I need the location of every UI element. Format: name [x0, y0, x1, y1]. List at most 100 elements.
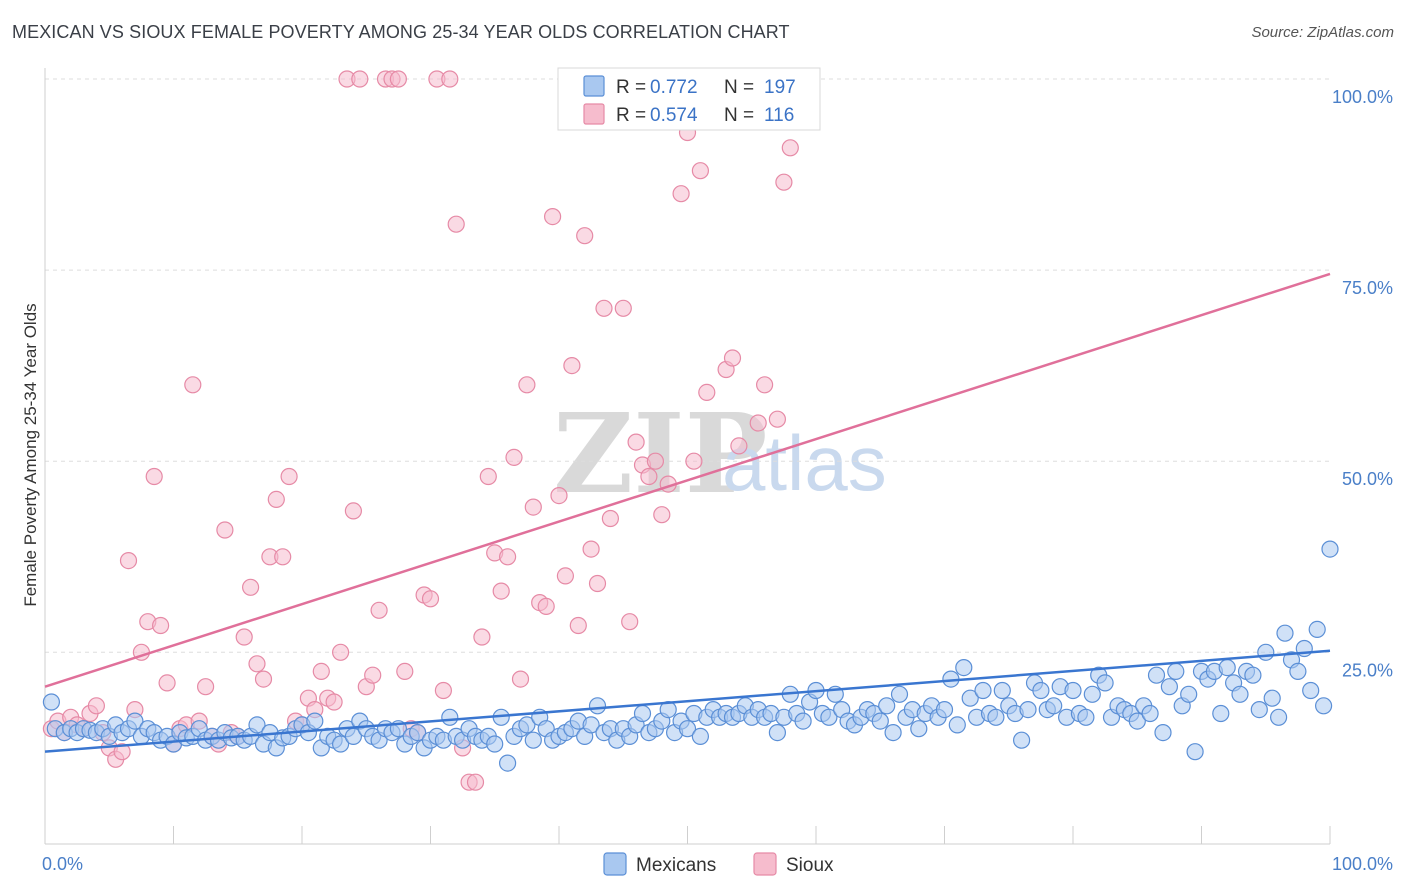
- mexicans-point-156: [1045, 697, 1063, 715]
- sioux-point-31: [242, 578, 260, 596]
- sioux-point-111: [755, 376, 774, 394]
- mexicans-point-173: [1154, 723, 1172, 742]
- bottom-legend-label-mexicans: Mexicans: [636, 855, 716, 876]
- mexicans-point-174: [1160, 678, 1179, 696]
- sioux-point-90: [621, 613, 639, 631]
- mexicans-points: [42, 540, 1339, 772]
- sioux-point-106: [723, 349, 742, 367]
- watermark: ZIP atlas: [553, 389, 887, 518]
- mexicans-point-141: [948, 716, 966, 734]
- legend-n-label-sioux: N =: [724, 105, 754, 126]
- sioux-point-24: [197, 678, 215, 696]
- sioux-point-67: [473, 628, 491, 646]
- mexicans-point-69: [486, 735, 504, 753]
- sioux-point-71: [499, 548, 517, 566]
- sioux-point-102: [698, 383, 716, 401]
- legend-n-value-mexicans: 197: [764, 77, 796, 98]
- sioux-point-74: [518, 376, 536, 394]
- mexicans-point-151: [1012, 731, 1031, 749]
- mexicans-point-194: [1289, 662, 1307, 681]
- legend-n-value-sioux: 116: [764, 105, 794, 126]
- sioux-point-95: [653, 506, 671, 524]
- sioux-point-79: [550, 487, 568, 505]
- mexicans-point-161: [1077, 708, 1095, 726]
- sioux-point-16: [145, 467, 163, 486]
- sioux-point-32: [248, 655, 266, 673]
- bottom-legend: Mexicans Sioux: [603, 852, 834, 876]
- watermark-zip: ZIP: [553, 389, 767, 518]
- sioux-point-63: [447, 215, 465, 233]
- sioux-point-18: [158, 674, 176, 692]
- mexicans-point-154: [1032, 681, 1050, 700]
- sioux-point-81: [563, 357, 581, 375]
- mexicans-point-71: [499, 754, 517, 772]
- mexicans-point-198: [1314, 697, 1333, 715]
- mexicans-point-143: [961, 689, 979, 707]
- sioux-point-59: [421, 590, 440, 608]
- sioux-point-110: [749, 414, 767, 432]
- y-axis-label: Female Poverty Among 25-34 Year Olds: [21, 303, 40, 606]
- mexicans-point-13: [126, 712, 144, 730]
- sioux-point-87: [601, 509, 620, 528]
- x-tick-label-0: 0.0%: [42, 854, 83, 874]
- sioux-point-70: [492, 582, 510, 600]
- mexicans-point-99: [678, 720, 697, 738]
- mexicans-point-132: [890, 685, 909, 703]
- chart-source: Source: ZipAtlas.com: [1251, 24, 1394, 41]
- mexicans-point-121: [820, 708, 838, 726]
- mexicans-point-147: [987, 708, 1005, 726]
- sioux-point-48: [351, 70, 369, 88]
- legend-r-label-mexicans: R =: [616, 77, 646, 98]
- mexicans-point-197: [1308, 620, 1326, 639]
- mexicans-point-32: [248, 716, 266, 734]
- sioux-point-11: [113, 743, 131, 761]
- mexicans-point-164: [1096, 674, 1114, 692]
- sioux-trend-line: [44, 272, 1331, 688]
- chart-title: MEXICAN VS SIOUX FEMALE POVERTY AMONG 25…: [12, 22, 790, 42]
- mexicans-point-191: [1269, 708, 1288, 726]
- mexicans-point-162: [1083, 685, 1101, 703]
- sioux-point-62: [441, 70, 459, 88]
- sioux-point-45: [332, 643, 350, 661]
- mexicans-point-84: [582, 716, 600, 734]
- sioux-point-107: [730, 437, 748, 455]
- sioux-point-84: [582, 540, 600, 558]
- mexicans-point-129: [871, 712, 889, 730]
- sioux-point-72: [505, 448, 523, 466]
- mexicans-point-178: [1186, 743, 1204, 761]
- mexicans-point-142: [955, 658, 973, 677]
- mexicans-point-188: [1250, 700, 1268, 719]
- sioux-point-77: [537, 597, 555, 616]
- mexicans-point-85: [588, 697, 607, 715]
- trend-lines: [44, 272, 1331, 753]
- sioux-point-100: [685, 452, 703, 470]
- sioux-point-114: [775, 173, 793, 191]
- mexicans-point-183: [1218, 658, 1236, 677]
- sioux-point-89: [614, 299, 632, 317]
- sioux-point-113: [768, 410, 787, 428]
- sioux-point-47: [344, 502, 362, 520]
- sioux-point-75: [524, 498, 542, 516]
- sioux-point-115: [781, 139, 799, 157]
- sioux-point-101: [691, 162, 710, 180]
- mexicans-point-117: [794, 712, 812, 730]
- sioux-point-68: [479, 467, 497, 486]
- sioux-point-42: [312, 662, 330, 681]
- mexicans-point-190: [1263, 689, 1281, 707]
- mexicans-point-177: [1180, 685, 1198, 703]
- x-tick-labels: 0.0% 100.0%: [42, 854, 1393, 874]
- sioux-point-50: [364, 666, 382, 684]
- legend-r-value-sioux: 0.574: [650, 105, 698, 126]
- y-tick-label-1: 50.0%: [1342, 469, 1393, 489]
- legend-swatch-sioux: [583, 103, 605, 125]
- mexicans-point-159: [1064, 681, 1082, 700]
- mexicans-trend-line: [44, 649, 1331, 753]
- sioux-point-17: [152, 616, 170, 635]
- y-tick-label-0: 25.0%: [1342, 660, 1393, 680]
- legend-r-label-sioux: R =: [616, 105, 646, 126]
- mexicans-point-152: [1019, 700, 1037, 719]
- mexicans-point-92: [633, 704, 652, 723]
- sioux-point-66: [466, 773, 485, 791]
- sioux-point-91: [627, 433, 645, 451]
